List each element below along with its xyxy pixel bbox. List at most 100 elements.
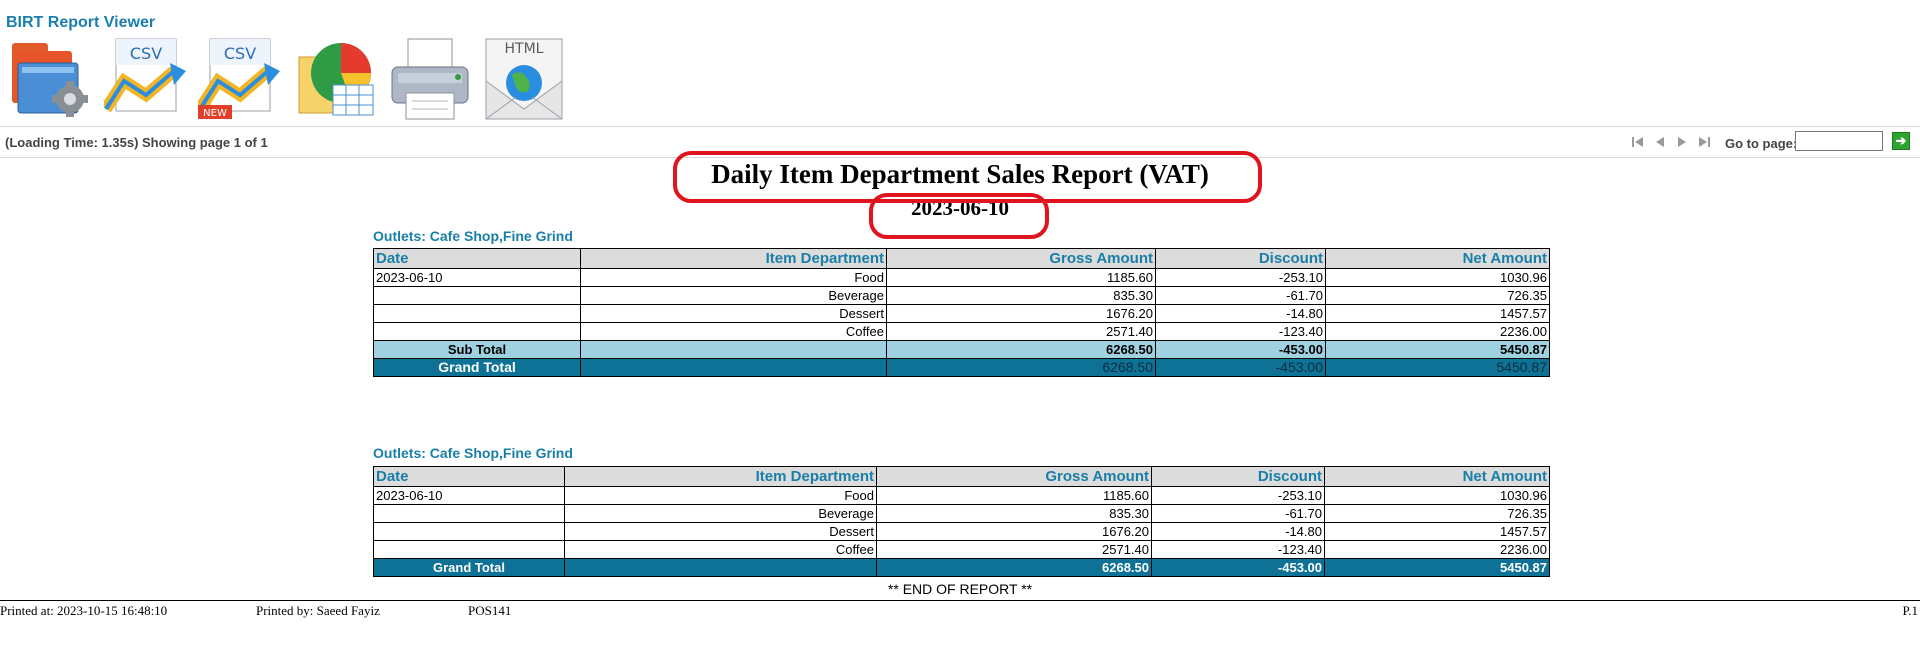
- cell-gross: 1676.20: [886, 304, 1156, 323]
- table-row: 2023-06-10 Food 1185.60 -253.10 1030.96: [373, 268, 1550, 287]
- grandtotal-net: 5450.87: [1324, 558, 1550, 577]
- export-csv-icon[interactable]: CSV: [104, 37, 188, 121]
- cell-net: 726.35: [1325, 286, 1550, 305]
- cell-discount: -253.10: [1151, 486, 1325, 505]
- footer-divider: [0, 600, 1920, 601]
- printed-at: Printed at: 2023-10-15 16:48:10: [0, 603, 168, 618]
- export-folder-gear-icon[interactable]: [10, 37, 94, 121]
- cell-discount: -14.80: [1155, 304, 1326, 323]
- table-row: Beverage 835.30 -61.70 726.35: [373, 286, 1550, 305]
- grandtotal-label: Grand Total: [373, 558, 565, 577]
- outlets-label-2: Outlets: Cafe Shop,Fine Grind: [373, 445, 573, 461]
- col-header-date: Date: [373, 248, 581, 269]
- report-table-1: Date Item Department Gross Amount Discou…: [373, 248, 1550, 377]
- end-of-report: ** END OF REPORT **: [887, 581, 1033, 597]
- col-header-net-amount: Net Amount: [1324, 466, 1550, 487]
- export-html-email-icon[interactable]: HTML: [482, 37, 566, 121]
- col-header-item-department: Item Department: [564, 466, 877, 487]
- cell-discount: -61.70: [1155, 286, 1326, 305]
- cell-net: 726.35: [1324, 504, 1550, 523]
- csv-new-label: CSV: [224, 44, 256, 63]
- grandtotal-discount: -453.00: [1151, 558, 1325, 577]
- date-highlight-oval: [869, 193, 1049, 239]
- title-highlight-oval: [673, 151, 1262, 203]
- next-page-icon[interactable]: [1674, 134, 1690, 150]
- page-status: (Loading Time: 1.35s) Showing page 1 of …: [5, 135, 268, 150]
- cell-gross: 2571.40: [876, 540, 1152, 559]
- report-title: Daily Item Department Sales Report (VAT): [711, 159, 1209, 189]
- grandtotal-discount: -453.00: [1155, 358, 1326, 377]
- cell-date: [373, 540, 565, 559]
- cell-gross: 835.30: [876, 504, 1152, 523]
- outlets-label-1: Outlets: Cafe Shop,Fine Grind: [373, 228, 573, 244]
- cell-dept: Beverage: [580, 286, 887, 305]
- cell-date: [373, 286, 581, 305]
- col-header-discount: Discount: [1151, 466, 1325, 487]
- col-header-item-department: Item Department: [580, 248, 887, 269]
- report-table-2: Date Item Department Gross Amount Discou…: [373, 466, 1550, 577]
- cell-dept: Food: [580, 268, 887, 287]
- cell-date: 2023-06-10: [373, 268, 581, 287]
- previous-page-icon[interactable]: [1652, 134, 1668, 150]
- cell-discount: -123.40: [1151, 540, 1325, 559]
- status-bar: (Loading Time: 1.35s) Showing page 1 of …: [0, 126, 1920, 158]
- col-header-net-amount: Net Amount: [1325, 248, 1550, 269]
- new-badge: NEW: [203, 108, 227, 119]
- table-row: Dessert 1676.20 -14.80 1457.57: [373, 522, 1550, 541]
- print-icon[interactable]: [388, 37, 472, 121]
- cell-dept: Food: [564, 486, 877, 505]
- cell-dept: Beverage: [564, 504, 877, 523]
- cell-net: 1457.57: [1324, 522, 1550, 541]
- grandtotal-label: Grand Total: [373, 358, 581, 377]
- grandtotal-net: 5450.87: [1325, 358, 1550, 377]
- cell-dept: Coffee: [564, 540, 877, 559]
- subtotal-discount: -453.00: [1155, 340, 1326, 359]
- last-page-icon[interactable]: [1696, 134, 1712, 150]
- cell-date: [373, 504, 565, 523]
- csv-label: CSV: [130, 44, 162, 63]
- printed-by: Printed by: Saeed Fayiz: [256, 603, 380, 618]
- cell-date: [373, 522, 565, 541]
- col-header-gross-amount: Gross Amount: [886, 248, 1156, 269]
- cell-net: 1030.96: [1325, 268, 1550, 287]
- cell-date: [373, 304, 581, 323]
- goto-page-input[interactable]: [1795, 131, 1883, 151]
- grandtotal-row: Grand Total 6268.50 -453.00 5450.87: [373, 358, 1550, 377]
- subtotal-label: Sub Total: [373, 340, 581, 359]
- cell-date: [373, 322, 581, 341]
- cell-gross: 1185.60: [886, 268, 1156, 287]
- table-row: Coffee 2571.40 -123.40 2236.00: [373, 322, 1550, 341]
- subtotal-net: 5450.87: [1325, 340, 1550, 359]
- first-page-icon[interactable]: [1630, 134, 1646, 150]
- grandtotal-gross: 6268.50: [876, 558, 1152, 577]
- grandtotal-row: Grand Total 6268.50 -453.00 5450.87: [373, 558, 1550, 577]
- col-header-date: Date: [373, 466, 565, 487]
- cell-gross: 835.30: [886, 286, 1156, 305]
- table-row: Beverage 835.30 -61.70 726.35: [373, 504, 1550, 523]
- cell-discount: -253.10: [1155, 268, 1326, 287]
- table-header-row: Date Item Department Gross Amount Discou…: [373, 466, 1550, 487]
- cell-net: 2236.00: [1324, 540, 1550, 559]
- page-number: P.1: [1902, 603, 1918, 618]
- col-header-gross-amount: Gross Amount: [876, 466, 1152, 487]
- table-row: Coffee 2571.40 -123.40 2236.00: [373, 540, 1550, 559]
- table-row: Dessert 1676.20 -14.80 1457.57: [373, 304, 1550, 323]
- cell-gross: 1676.20: [876, 522, 1152, 541]
- cell-date: 2023-06-10: [373, 486, 565, 505]
- cell-gross: 1185.60: [876, 486, 1152, 505]
- col-header-discount: Discount: [1155, 248, 1326, 269]
- cell-discount: -14.80: [1151, 522, 1325, 541]
- cell-discount: -61.70: [1151, 504, 1325, 523]
- goto-page-go-button[interactable]: ➔: [1892, 132, 1910, 150]
- cell-dept: Dessert: [564, 522, 877, 541]
- html-label: HTML: [505, 41, 544, 57]
- grandtotal-empty-cell: [564, 558, 877, 577]
- export-chart-icon[interactable]: [293, 37, 377, 121]
- terminal-id: POS141: [468, 603, 512, 618]
- goto-page-label: Go to page:: [1725, 136, 1798, 151]
- cell-dept: Coffee: [580, 322, 887, 341]
- subtotal-gross: 6268.50: [886, 340, 1156, 359]
- export-csv-new-icon[interactable]: CSV NEW: [198, 37, 282, 121]
- grandtotal-gross: 6268.50: [886, 358, 1156, 377]
- subtotal-empty-cell: [580, 340, 887, 359]
